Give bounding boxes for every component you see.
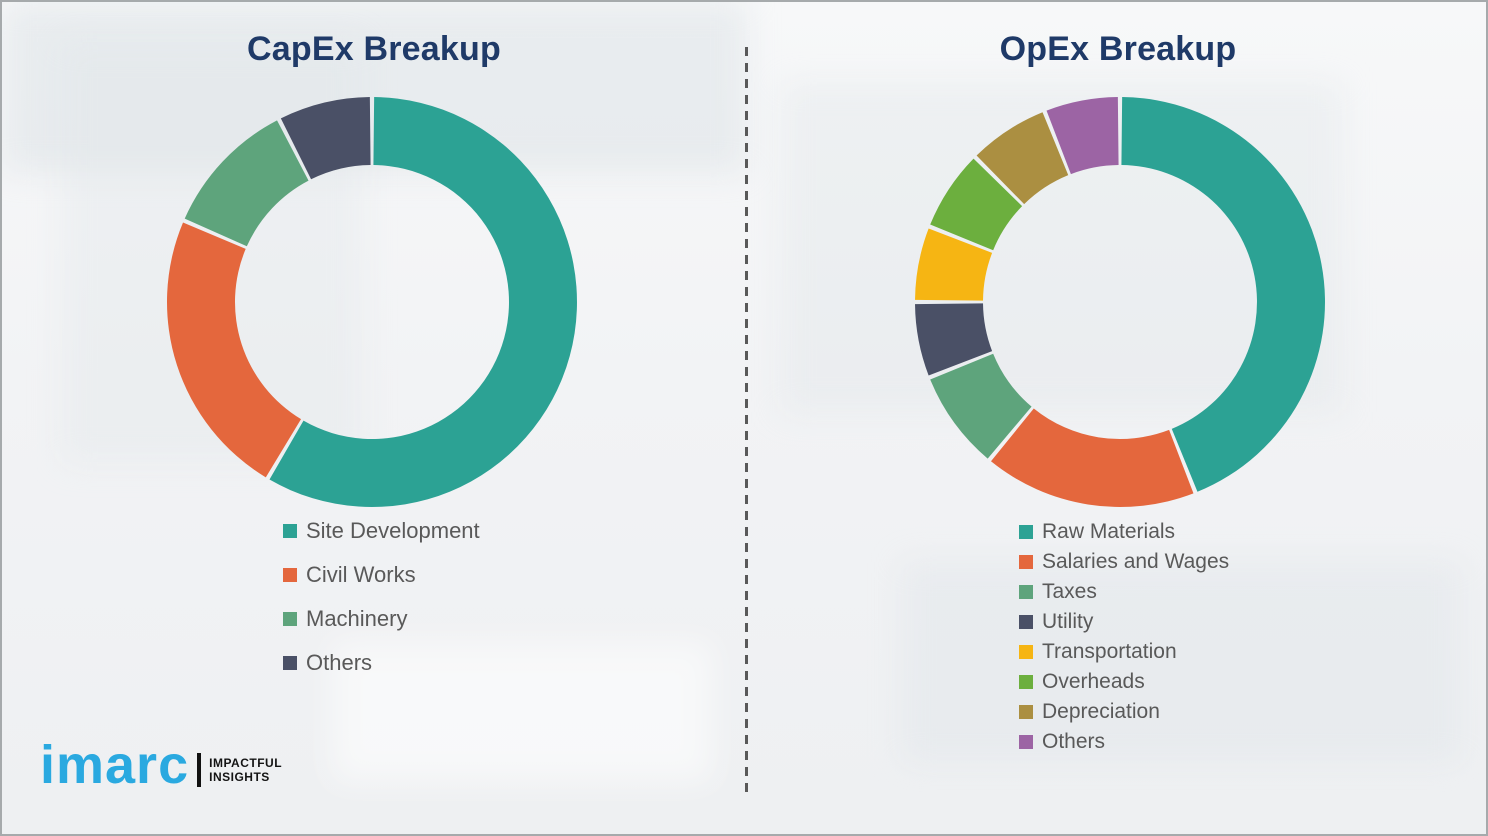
donut-segment-raw-materials xyxy=(1121,97,1325,492)
legend-label-overheads: Overheads xyxy=(1042,670,1145,693)
legend-item-others: Others xyxy=(1019,727,1229,757)
legend-label-others: Others xyxy=(1042,730,1106,753)
capex-legend: Site Development Civil Works Machinery Othe… xyxy=(283,509,480,685)
legend-swatch-machinery xyxy=(283,612,297,626)
legend-label-civil-works: Civil Works xyxy=(306,562,416,587)
logo-tagline: IMPACTFUL INSIGHTS xyxy=(209,756,282,784)
legend-swatch-salaries-and-wages xyxy=(1019,555,1033,569)
donut-segment-taxes xyxy=(930,353,1032,459)
opex-donut-chart xyxy=(915,97,1325,507)
logo-tagline-line1: IMPACTFUL xyxy=(209,756,283,770)
legend-item-utility: Utility xyxy=(1019,607,1229,637)
legend-label-utility: Utility xyxy=(1042,610,1094,633)
legend-item-depreciation: Depreciation xyxy=(1019,697,1229,727)
legend-item-civil-works: Civil Works xyxy=(283,553,480,597)
donut-segment-salaries-and-wages xyxy=(990,408,1194,507)
capex-title: CapEx Breakup xyxy=(247,30,501,68)
legend-item-salaries-and-wages: Salaries and Wages xyxy=(1019,547,1229,577)
legend-item-others: Others xyxy=(283,641,480,685)
legend-item-transportation: Transportation xyxy=(1019,637,1229,667)
opex-legend: Raw Materials Salaries and Wages Taxes Util… xyxy=(1019,517,1229,757)
logo-tagline-line2: INSIGHTS xyxy=(209,770,270,784)
donut-segment-others xyxy=(280,97,371,180)
legend-swatch-raw-materials xyxy=(1019,525,1033,539)
imarc-logo: imarc IMPACTFUL INSIGHTS xyxy=(40,738,282,792)
legend-swatch-depreciation xyxy=(1019,705,1033,719)
legend-swatch-others xyxy=(283,656,297,670)
legend-label-machinery: Machinery xyxy=(306,606,408,631)
donut-segment-overheads xyxy=(930,158,1023,251)
legend-swatch-transportation xyxy=(1019,645,1033,659)
legend-swatch-others xyxy=(1019,735,1033,749)
donut-segment-others xyxy=(1046,97,1119,175)
legend-swatch-taxes xyxy=(1019,585,1033,599)
legend-swatch-civil-works xyxy=(283,568,297,582)
capex-donut-chart xyxy=(167,97,577,507)
legend-swatch-utility xyxy=(1019,615,1033,629)
logo-divider-bar xyxy=(197,753,202,787)
panel-divider-dashed-line xyxy=(745,47,748,795)
legend-item-machinery: Machinery xyxy=(283,597,480,641)
legend-item-overheads: Overheads xyxy=(1019,667,1229,697)
legend-item-site-development: Site Development xyxy=(283,509,480,553)
legend-label-others: Others xyxy=(306,650,373,675)
imarc-wordmark: imarc xyxy=(40,735,190,795)
legend-label-taxes: Taxes xyxy=(1042,580,1097,603)
legend-item-raw-materials: Raw Materials xyxy=(1019,517,1229,547)
legend-item-taxes: Taxes xyxy=(1019,577,1229,607)
legend-label-transportation: Transportation xyxy=(1042,640,1177,663)
donut-segment-civil-works xyxy=(167,222,302,478)
legend-swatch-overheads xyxy=(1019,675,1033,689)
legend-label-site-development: Site Development xyxy=(306,518,480,543)
donut-segment-site-development xyxy=(269,97,577,507)
legend-label-raw-materials: Raw Materials xyxy=(1042,520,1176,543)
donut-segment-transportation xyxy=(915,228,993,301)
donut-segment-depreciation xyxy=(976,112,1069,205)
legend-swatch-site-development xyxy=(283,524,297,538)
donut-segment-machinery xyxy=(184,120,309,247)
legend-label-salaries-and-wages: Salaries and Wages xyxy=(1042,550,1230,573)
legend-label-depreciation: Depreciation xyxy=(1042,700,1160,723)
opex-title: OpEx Breakup xyxy=(999,30,1237,68)
donut-segment-utility xyxy=(915,303,993,376)
